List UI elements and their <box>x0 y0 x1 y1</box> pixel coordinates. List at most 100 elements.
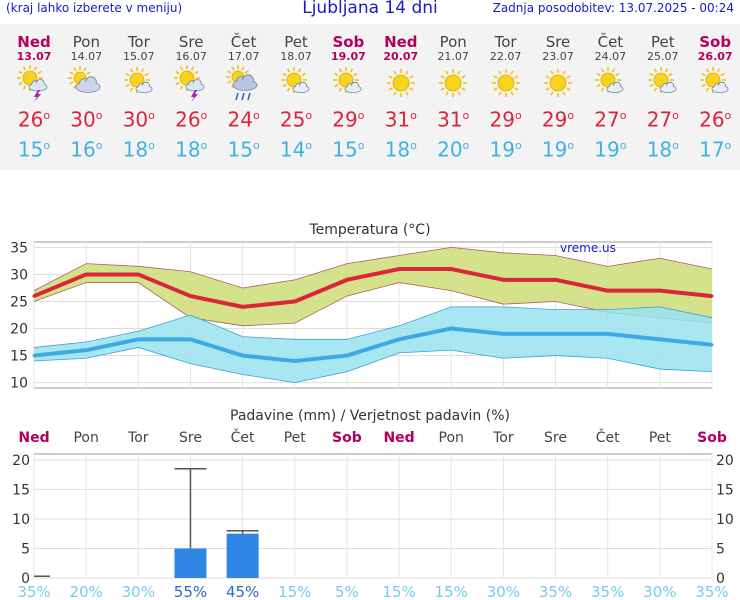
min-temperature: 19o <box>541 137 575 162</box>
sun-cloud-icon <box>60 63 112 103</box>
min-temperature-point <box>188 337 192 341</box>
day-name: Pon <box>439 33 467 51</box>
y-tick-label-left: 15 <box>12 482 30 498</box>
day-name: Sre <box>545 33 571 51</box>
max-temperature-point <box>188 294 192 298</box>
precipitation-probability: 55% <box>174 583 207 600</box>
x-tick-label: Tor <box>127 430 149 446</box>
day-column: Tor 15.07 30o 18o <box>113 24 165 162</box>
max-temperature-point <box>84 272 88 276</box>
day-name: Tor <box>494 33 517 51</box>
day-date: 19.07 <box>330 50 366 63</box>
sun-cloud-rain-icon <box>218 63 270 103</box>
max-temperature-point <box>554 278 558 282</box>
min-temperature: 15o <box>227 137 260 162</box>
day-column: Pon 14.07 30o 16o <box>60 24 112 162</box>
day-column: Čet 24.07 27o 19o <box>584 24 636 162</box>
min-temperature-point <box>32 354 36 358</box>
day-name: Ned <box>17 33 51 51</box>
x-tick-label: Pet <box>284 430 307 446</box>
day-column: Pet 18.07 25o 14o <box>270 24 322 162</box>
day-column: Sob 19.07 29o 15o <box>322 24 374 162</box>
min-temperature-point <box>84 348 88 352</box>
precipitation-probability: 15% <box>278 583 311 600</box>
precipitation-probability: 35% <box>695 583 728 600</box>
x-tick-label: Pet <box>649 430 672 446</box>
x-tick-label: Sob <box>697 430 727 446</box>
x-tick-label: Ned <box>383 430 414 446</box>
y-tick-label-right: 5 <box>716 541 725 557</box>
precipitation-probability: 45% <box>226 583 259 600</box>
min-temperature-point <box>449 327 453 331</box>
min-temperature-point <box>136 337 140 341</box>
min-temperature-point <box>397 337 401 341</box>
min-temperature: 20o <box>437 137 470 162</box>
page-title: Ljubljana 14 dni <box>302 0 438 18</box>
y-tick-label-left: 5 <box>21 541 30 557</box>
x-tick-label: Čet <box>231 428 255 446</box>
day-column: Sob 26.07 26o 17o <box>689 24 740 162</box>
min-temperature: 18o <box>175 137 208 162</box>
min-temperature-line <box>33 326 713 363</box>
min-temperature: 15o <box>17 137 51 162</box>
min-temperature: 15o <box>332 137 365 162</box>
precipitation-bar <box>226 533 259 578</box>
day-column: Tor 22.07 29o 19o <box>480 24 532 162</box>
max-temperature-point <box>606 289 610 293</box>
min-temperature: 19o <box>594 137 627 162</box>
min-temperature: 17o <box>699 137 732 162</box>
max-temperature: 30o <box>70 107 103 132</box>
day-column: Čet 17.07 24o 15o <box>218 24 270 162</box>
max-temperature-point <box>241 305 245 309</box>
min-temperature: 18o <box>646 137 679 162</box>
y-tick-label: 35 <box>10 240 28 256</box>
max-temperature-point <box>397 267 401 271</box>
sun-cloud-storm-icon <box>8 63 60 103</box>
x-tick-label: Sre <box>544 430 567 446</box>
precipitation-probability: 15% <box>382 583 415 600</box>
day-name: Čet <box>597 33 624 51</box>
x-tick-label: Pon <box>439 430 464 446</box>
sun-icon <box>480 63 532 103</box>
max-temperature-band <box>34 247 712 326</box>
day-date: 26.07 <box>697 50 733 63</box>
day-name: Sre <box>178 33 204 51</box>
precipitation-chart: Padavine (mm) / Verjetnost padavin (%) Ne… <box>12 408 734 600</box>
x-tick-label: Tor <box>492 430 514 446</box>
max-temperature: 30o <box>122 107 155 132</box>
day-name: Pet <box>284 33 308 51</box>
x-tick-label: Čet <box>596 428 620 446</box>
day-date: 18.07 <box>280 50 312 63</box>
max-temperature-point <box>501 278 505 282</box>
day-date: 16.07 <box>175 50 207 63</box>
max-temperature-band-upper-edge <box>33 247 713 292</box>
location-menu-hint[interactable]: (kraj lahko izberete v meniju) <box>6 1 183 15</box>
min-temperature-point <box>658 337 662 341</box>
y-tick-label: 15 <box>10 349 28 365</box>
y-tick-label: 30 <box>10 267 28 283</box>
min-temperature: 14o <box>279 137 313 162</box>
day-date: 15.07 <box>123 50 155 63</box>
max-temperature-point <box>449 267 453 271</box>
y-tick-label: 10 <box>10 376 28 392</box>
precipitation-probability: 35% <box>17 583 50 600</box>
precipitation-probability: 5% <box>335 583 359 600</box>
x-tick-label: Sre <box>179 430 202 446</box>
y-tick-label-left: 0 <box>21 571 30 587</box>
min-temperature: 18o <box>384 137 417 162</box>
max-temperature: 29o <box>489 107 522 132</box>
day-name: Pet <box>650 33 675 51</box>
watermark: vreme.us <box>560 241 616 255</box>
max-temperature-line <box>33 267 713 309</box>
last-update: Zadnja posodobitev: 13.07.2025 - 00:24 <box>492 1 734 15</box>
x-tick-label: Pon <box>73 430 98 446</box>
day-date: 20.07 <box>383 50 419 63</box>
sun-icon <box>532 63 584 103</box>
max-temperature: 26o <box>17 107 51 132</box>
day-date: 14.07 <box>70 50 103 63</box>
min-temperature-point <box>554 332 558 336</box>
y-tick-label-right: 10 <box>716 512 734 528</box>
plot-frame <box>33 453 713 579</box>
day-name: Čet <box>230 33 257 51</box>
day-date: 21.07 <box>437 50 469 63</box>
